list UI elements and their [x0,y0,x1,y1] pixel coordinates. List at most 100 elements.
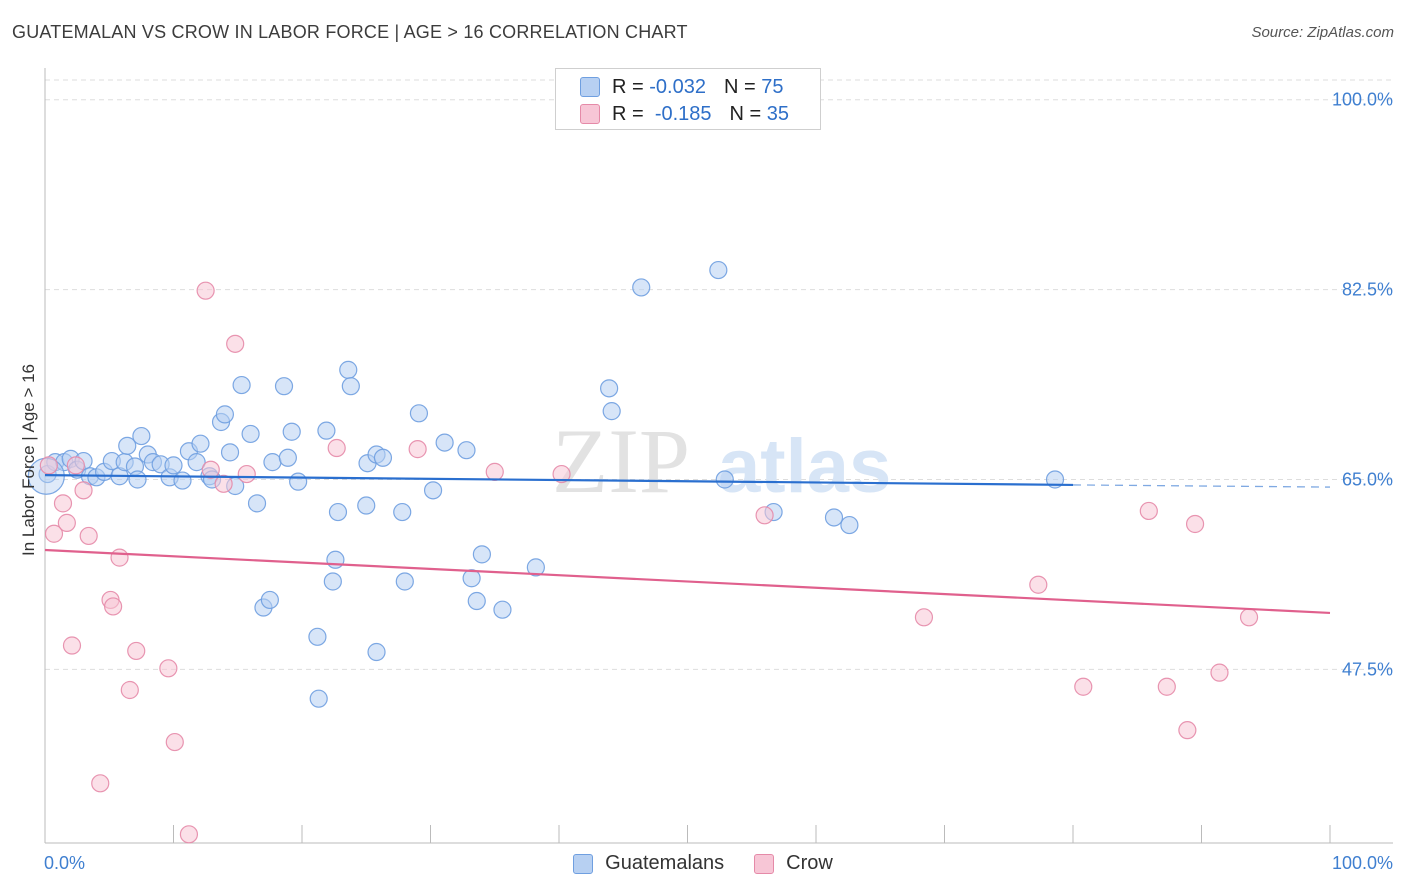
legend-r-label: R = [612,75,644,98]
point-crow [159,659,178,678]
point-crow [914,608,934,627]
point-crow [1157,677,1176,696]
series-legend: Guatemalans Crow [0,852,1406,875]
point-guatemalans [357,496,376,515]
point-crow [201,460,220,479]
y-tick-label: 100.0% [1332,90,1393,110]
y-axis-label: In Labor Force | Age > 16 [19,364,38,556]
watermark: ZIP atlas [552,410,891,512]
point-guatemalans [173,471,192,490]
legend-label-guatemalans: Guatemalans [605,852,725,874]
point-crow [1239,608,1259,627]
point-guatemalans [282,422,301,441]
point-guatemalans [373,448,393,467]
point-guatemalans [715,470,734,489]
legend-swatch-crow [754,853,775,874]
legend-n-value: 35 [766,102,790,125]
point-guatemalans [393,502,412,522]
point-guatemalans [274,377,294,396]
point-guatemalans [132,426,151,446]
point-guatemalans [457,441,476,460]
source-credit: Source: ZipAtlas.com [1251,24,1394,41]
point-crow [1210,663,1229,682]
legend-swatch-blue [580,77,600,97]
point-guatemalans [328,502,348,522]
point-crow [39,456,58,475]
point-guatemalans [215,405,234,424]
legend-row-guatemalans: R = -0.032 N = 75 [580,75,783,99]
legend-n-label: N = [723,75,756,98]
point-crow [1185,514,1205,534]
point-crow [226,334,245,353]
x-tick-min: 0.0% [44,853,85,873]
point-guatemalans [191,434,210,453]
point-guatemalans [632,278,651,297]
point-crow [485,462,504,481]
point-guatemalans [118,436,137,455]
point-guatemalans [824,508,844,527]
point-crow [66,456,85,475]
point-guatemalans [263,453,282,472]
chart-title: GUATEMALAN VS CROW IN LABOR FORCE | AGE … [12,22,688,42]
watermark-zip: ZIP [552,410,690,512]
point-guatemalans [435,433,454,452]
grid-layer [45,79,1393,670]
point-crow [79,526,98,546]
point-crow [1074,677,1093,696]
point-guatemalans [317,421,336,440]
correlation-legend: R = -0.032 N = 75 R = -0.185 N = 35 [555,68,821,130]
legend-label-crow: Crow [786,852,833,874]
point-crow [110,548,129,567]
point-crow [1178,721,1197,740]
axes-layer [44,68,1393,844]
point-guatemalans [602,402,621,421]
point-crow [327,438,346,458]
y-tick-label: 47.5% [1342,659,1393,679]
point-crow [237,464,256,484]
point-guatemalans [128,470,147,489]
point-crow [127,641,146,661]
legend-r-value: -0.185 [654,102,712,125]
point-guatemalans [164,456,183,475]
legend-row-crow: R = -0.185 N = 35 [580,102,789,126]
point-guatemalans [423,481,443,500]
y-tick-label: 65.0% [1342,469,1393,489]
legend-r-value: -0.032 [649,75,706,98]
point-crow [214,474,233,493]
point-crow [755,506,774,525]
trend-line-guatemalans [44,474,1074,487]
trend-line-crow [44,548,1331,615]
point-guatemalans [247,494,267,513]
point-guatemalans [709,260,728,280]
point-crow [1029,575,1048,594]
point-crow [74,481,93,500]
points-layer [27,260,1259,844]
trend-layer [44,474,1331,615]
point-guatemalans [526,558,545,577]
point-guatemalans [395,572,414,591]
legend-swatch-pink [580,104,600,124]
point-guatemalans [339,360,358,379]
legend-r-label: R = [612,102,644,125]
point-guatemalans [309,689,328,708]
point-guatemalans [409,404,429,423]
point-crow [1139,501,1158,521]
point-crow [165,732,184,752]
legend-item-guatemalans[interactable]: Guatemalans [573,852,724,875]
point-guatemalans [840,515,859,535]
point-guatemalans [220,443,240,462]
point-guatemalans [278,448,297,467]
point-crow [62,636,82,655]
point-guatemalans [462,569,481,588]
point-guatemalans [493,600,512,619]
point-guatemalans [472,545,491,564]
point-guatemalans [600,379,619,398]
point-guatemalans [289,472,308,491]
point-crow [104,597,123,616]
labels-layer: In Labor Force | Age > 16 0.0% 100.0% 10… [19,90,1393,873]
point-crow [179,825,199,844]
point-guatemalans [367,642,386,662]
legend-item-crow[interactable]: Crow [754,852,833,875]
point-crow [53,494,73,513]
point-guatemalans [232,375,251,395]
